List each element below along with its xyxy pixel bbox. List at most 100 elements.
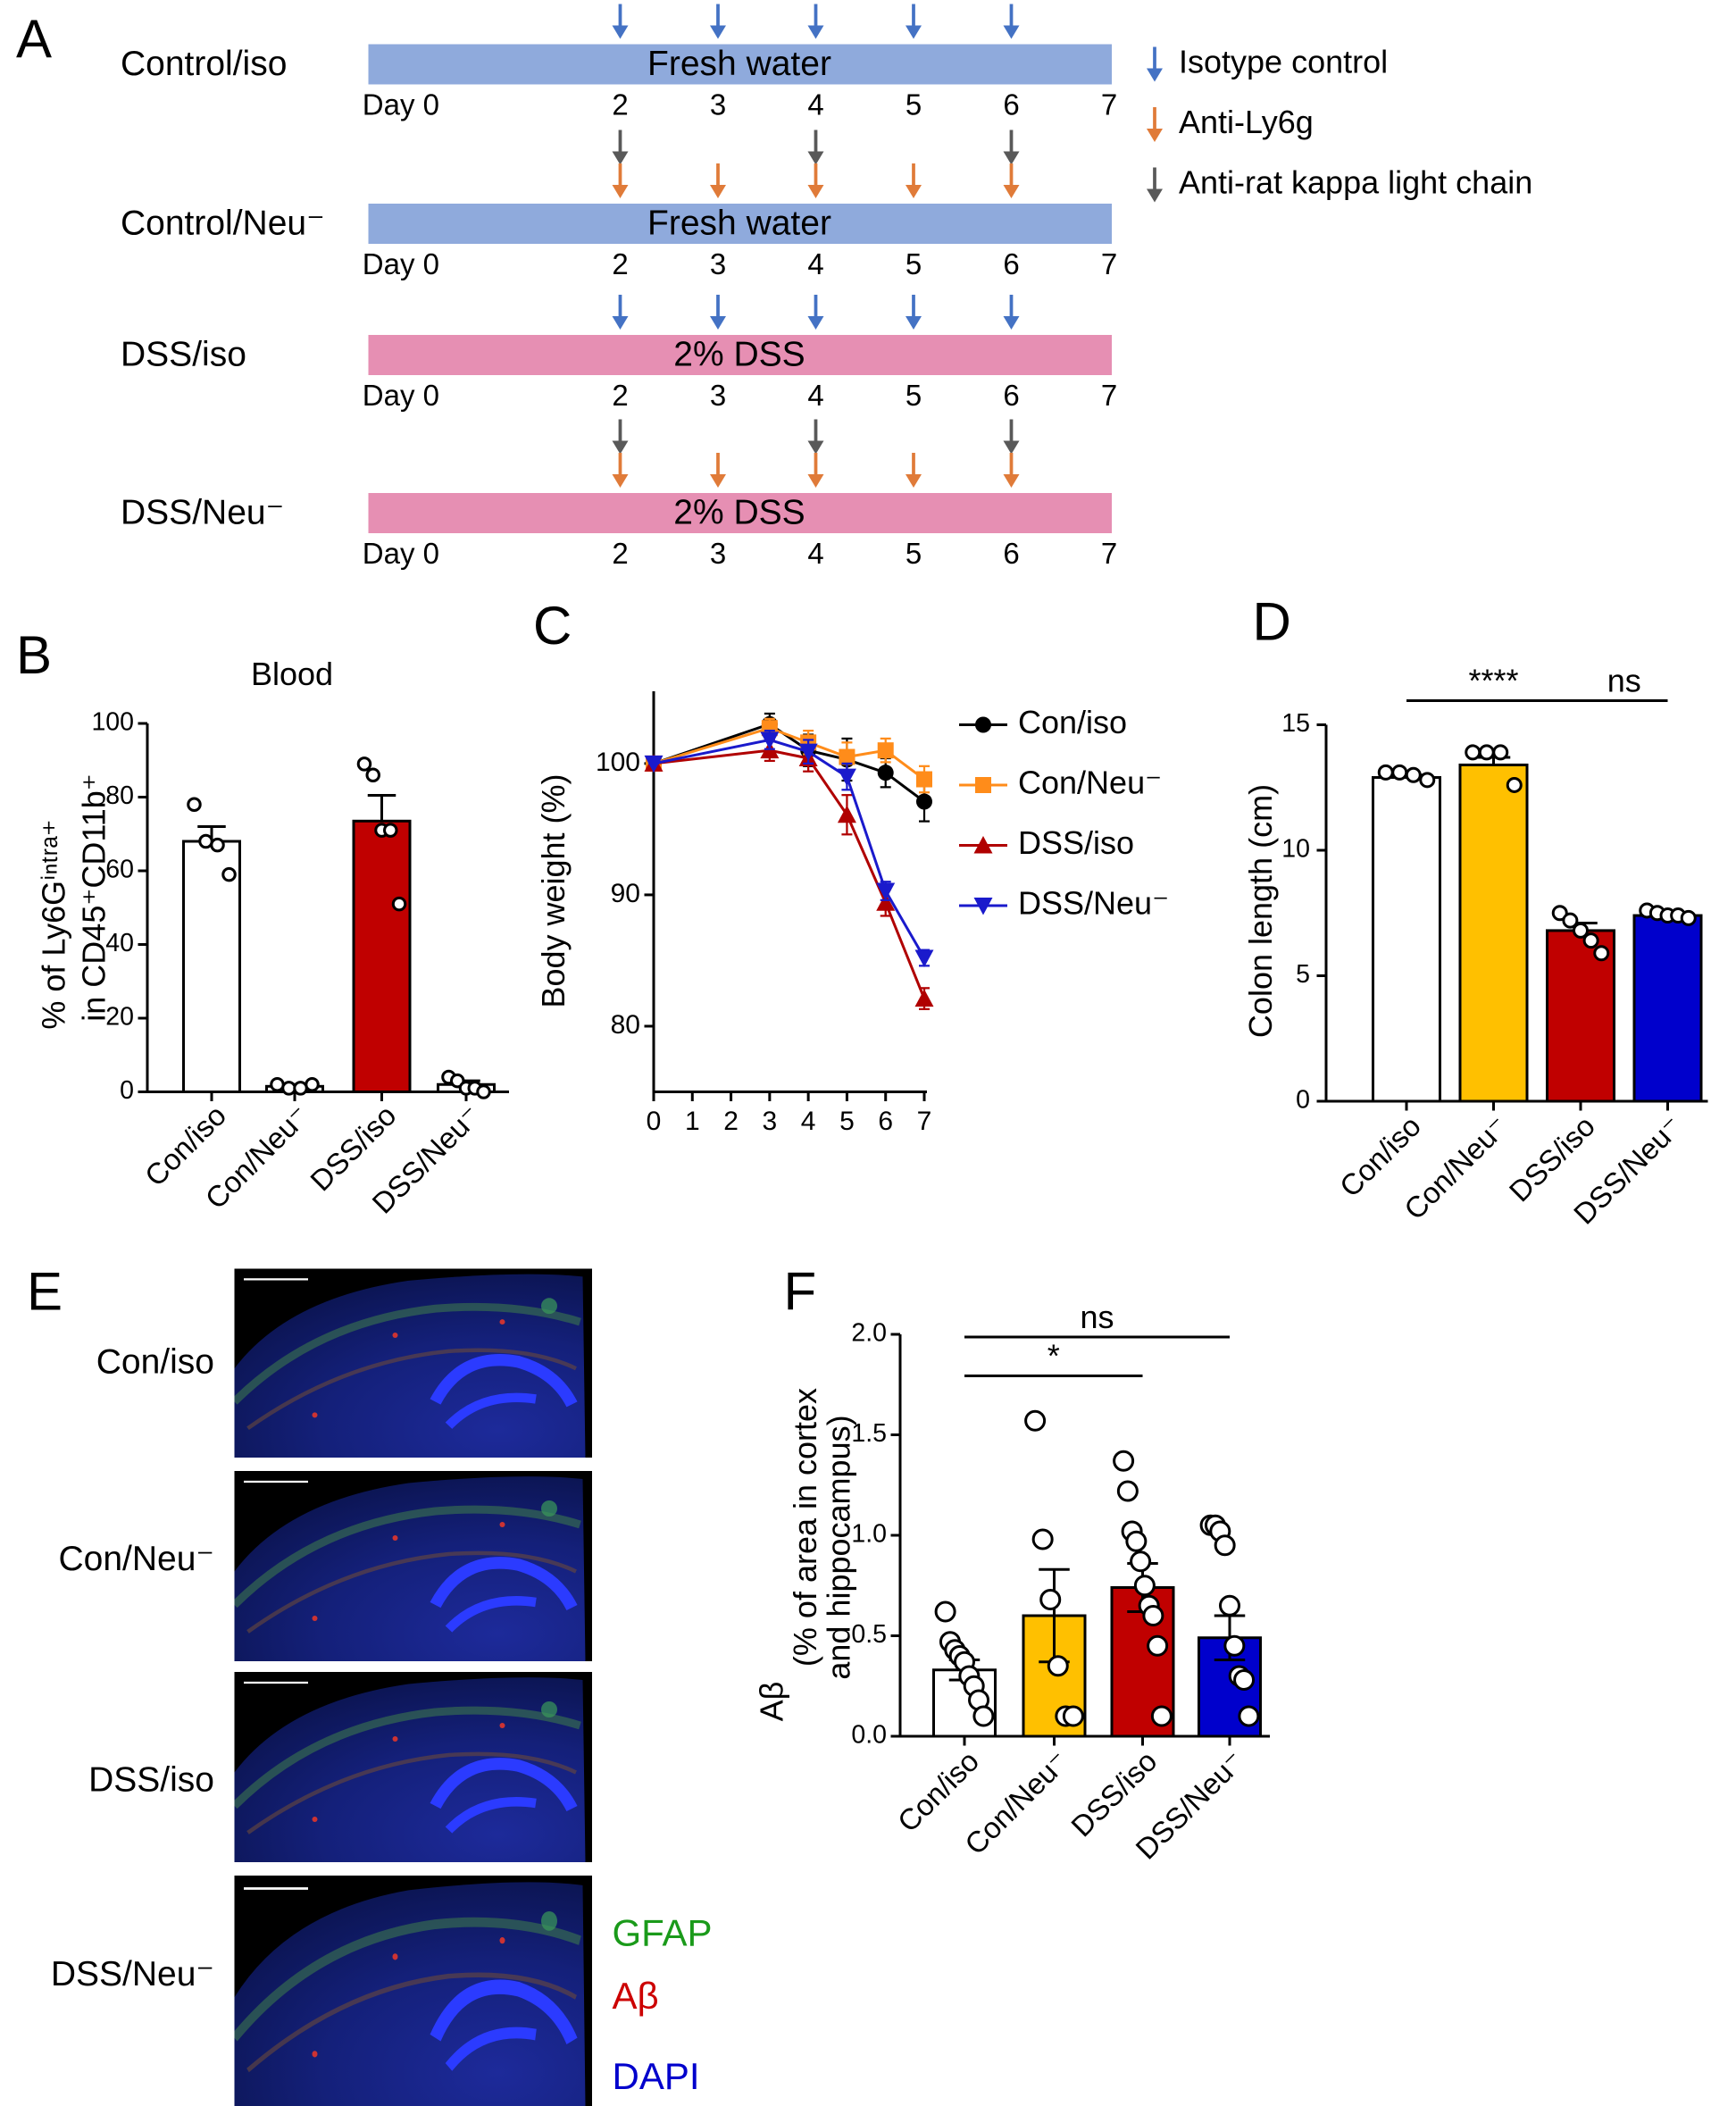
legend-label: DSS/Neu⁻	[1018, 885, 1169, 922]
stain-label: GFAP	[613, 1912, 713, 1954]
bar-label: Fresh water	[647, 45, 831, 83]
data-point	[1377, 764, 1394, 781]
y-tick-label: 1.5	[851, 1419, 887, 1448]
day-label: 3	[710, 379, 726, 412]
data-point	[1419, 772, 1436, 789]
panel-letter: F	[784, 1261, 817, 1321]
arrow-head	[710, 185, 726, 198]
panel-letter: A	[16, 9, 52, 69]
row-label: DSS/Neu⁻	[121, 493, 284, 531]
treatment-bar	[368, 335, 1112, 375]
arrow-head	[807, 316, 824, 330]
day-label: 7	[1101, 247, 1117, 280]
day-label: 4	[807, 88, 823, 121]
row-label: Control/iso	[121, 45, 287, 83]
day-label: 5	[906, 88, 922, 121]
data-point	[1551, 905, 1568, 922]
arrow-head	[1003, 316, 1020, 330]
arrow-head	[612, 316, 629, 330]
x-tick-label: 4	[801, 1107, 816, 1136]
data-point	[1405, 766, 1422, 783]
data-point	[1238, 1705, 1260, 1727]
arrow-head	[906, 316, 922, 330]
significance-label: ns	[1607, 663, 1641, 699]
marker	[876, 893, 896, 911]
data-point	[1133, 1575, 1156, 1597]
arrow-head	[807, 185, 824, 198]
data-point	[1047, 1655, 1069, 1677]
arrow-head	[1003, 25, 1020, 39]
data-point	[365, 767, 380, 782]
legend-marker	[975, 777, 991, 793]
y-tick-label: 0	[1296, 1086, 1310, 1115]
brain-image	[235, 1471, 593, 1661]
data-point	[934, 1600, 956, 1623]
x-tick-label: 5	[839, 1107, 855, 1136]
data-point	[1113, 1450, 1135, 1472]
day-label: 6	[1003, 247, 1019, 280]
day-label: 2	[612, 247, 628, 280]
data-point	[1223, 1634, 1246, 1657]
day-label: 6	[1003, 379, 1019, 412]
day-label: 3	[710, 247, 726, 280]
data-point	[1391, 764, 1408, 781]
data-point	[476, 1084, 491, 1099]
y-axis-label: in CD45⁺CD11b⁺	[76, 773, 113, 1021]
legend-marker	[973, 898, 993, 915]
marker	[837, 768, 856, 787]
marker	[877, 765, 894, 781]
legend-marker	[975, 716, 991, 733]
data-point	[1150, 1705, 1173, 1727]
brain-image	[235, 1672, 593, 1862]
data-point	[187, 797, 202, 812]
data-point	[1125, 1530, 1148, 1552]
y-axis-label: (% of area in cortex	[787, 1388, 823, 1667]
significance-label: *	[1047, 1338, 1060, 1375]
data-point	[198, 833, 213, 849]
marker	[798, 743, 818, 762]
series-line	[653, 738, 926, 959]
bar	[1458, 763, 1529, 1103]
marker	[916, 793, 932, 810]
day-label: 2	[612, 537, 628, 570]
arrow-head	[710, 316, 726, 330]
panel-letter: C	[533, 596, 572, 656]
day-label: 3	[710, 537, 726, 570]
day-label: 7	[1101, 379, 1117, 412]
panel-letter: D	[1253, 591, 1291, 651]
data-point	[1680, 909, 1697, 926]
significance-label: ****	[1468, 663, 1518, 699]
y-tick-label: 1.0	[851, 1520, 887, 1549]
day-label: 5	[906, 247, 922, 280]
y-tick-label: 5	[1296, 960, 1310, 989]
data-point	[1582, 932, 1599, 949]
bar-label: Fresh water	[647, 204, 831, 242]
row-label: Control/Neu⁻	[121, 204, 325, 242]
data-point	[270, 1077, 285, 1092]
legend-marker	[973, 836, 993, 854]
bar	[182, 840, 241, 1093]
image-label: Con/iso	[96, 1342, 214, 1381]
y-tick-label: 10	[1281, 835, 1310, 864]
day-label: Day 0	[363, 537, 439, 570]
legend-label: Anti-rat kappa light chain	[1179, 164, 1532, 201]
marker	[760, 731, 780, 749]
y-tick-label: 15	[1281, 709, 1310, 738]
data-point	[1492, 744, 1509, 761]
chart-title: Blood	[251, 656, 333, 692]
stain-label: Aβ	[613, 1975, 659, 2017]
panel-letter: B	[16, 625, 52, 685]
day-label: 3	[710, 88, 726, 121]
panel-letter: E	[27, 1261, 63, 1321]
data-point	[1130, 1550, 1152, 1573]
y-axis-label: Body weight (%)	[535, 773, 572, 1007]
data-point	[210, 837, 225, 853]
y-axis-label: and hippocampus)	[821, 1415, 857, 1679]
data-point	[391, 896, 407, 912]
data-point	[1506, 776, 1523, 793]
y-tick-label: 90	[611, 879, 640, 908]
marker	[839, 748, 855, 765]
marker	[837, 805, 856, 823]
marker	[914, 989, 934, 1007]
